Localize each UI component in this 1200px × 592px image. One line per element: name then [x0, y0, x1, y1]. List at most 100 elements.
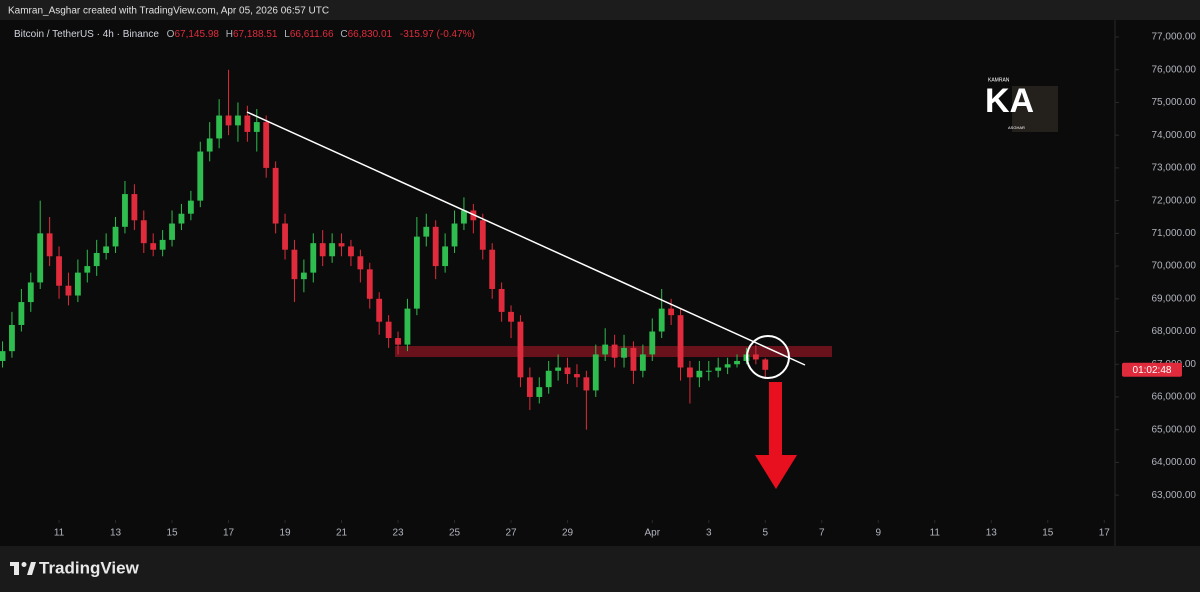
candle-body	[178, 213, 185, 224]
credit: Kamran_Asghar created with TradingView.c…	[8, 6, 329, 17]
y-tick-label: 71,000.00	[1152, 228, 1197, 239]
y-tick-label: 64,000.00	[1152, 457, 1197, 468]
watermark-bottom: ASGHAR	[1008, 125, 1025, 130]
candle-body	[508, 311, 514, 322]
candle-body	[0, 351, 6, 361]
watermark-top: KAMRAN	[988, 77, 1010, 83]
c-value: 66,830.01	[348, 29, 393, 40]
candle-body	[37, 233, 44, 283]
candle-body	[658, 308, 665, 332]
candle-body	[432, 226, 439, 267]
candle-body	[385, 321, 392, 339]
candle-body	[235, 115, 241, 126]
candle-body	[253, 122, 260, 132]
breakdown-circle	[746, 335, 790, 379]
watermark: KAMRAN KA ASGHAR	[985, 77, 1058, 132]
y-tick-label: 69,000.00	[1152, 293, 1197, 304]
x-tick-label: 17	[223, 528, 235, 539]
l-value: 66,611.66	[290, 29, 334, 40]
logo-part	[27, 562, 36, 575]
candle-body	[150, 243, 157, 250]
candle-body	[216, 115, 223, 139]
candle-body	[319, 243, 326, 257]
candle-body	[225, 115, 232, 126]
h-key: H	[226, 29, 233, 40]
legend: Bitcoin / TetherUS · 4h · Binance O67,14…	[14, 29, 475, 40]
header-bar	[0, 0, 1200, 20]
o-key: O	[167, 29, 175, 40]
price-tag	[1122, 362, 1182, 377]
candle-body	[545, 370, 552, 388]
x-tick-label: 21	[336, 528, 348, 539]
y-tick-label: 63,000.00	[1152, 490, 1197, 501]
c-key: C	[340, 29, 347, 40]
x-tick-label: 3	[706, 528, 712, 539]
x-tick-label: 15	[1042, 528, 1054, 539]
logo-part	[14, 562, 19, 575]
x-tick-label: 13	[986, 528, 998, 539]
x-tick-label: 15	[166, 528, 178, 539]
x-tick-label: 27	[505, 528, 517, 539]
candle-body	[423, 226, 430, 237]
y-tick-label: 77,000.00	[1152, 32, 1197, 43]
candle-body	[555, 367, 562, 371]
x-tick-label: 17	[1099, 528, 1111, 539]
candle-body	[526, 377, 533, 397]
countdown: 01:02:48	[1133, 365, 1172, 376]
footer-bar	[0, 546, 1200, 592]
candle-body	[338, 243, 345, 247]
candle-body	[762, 359, 769, 370]
y-tick-label: 72,000.00	[1152, 195, 1197, 206]
candle-body	[536, 387, 543, 397]
candle-body	[112, 226, 119, 247]
y-tick-label: 66,000.00	[1152, 392, 1197, 403]
candle-body	[329, 243, 336, 257]
candle-body	[366, 269, 373, 299]
candle-body	[159, 239, 166, 250]
candle-body	[56, 256, 62, 286]
symbol: Bitcoin / TetherUS · 4h · Binance	[14, 29, 159, 40]
candle-body	[74, 272, 81, 296]
candle-body	[197, 151, 204, 201]
y-tick-label: 74,000.00	[1152, 130, 1197, 141]
candle-body	[27, 282, 34, 303]
trend-line	[246, 111, 806, 366]
candle-body	[65, 285, 72, 296]
candle-body	[357, 256, 364, 270]
candle-body	[517, 321, 524, 378]
candle-body	[187, 200, 194, 214]
candle-body	[404, 308, 411, 345]
candle-body	[715, 367, 722, 371]
candle-body	[103, 246, 110, 253]
candle-body	[272, 167, 279, 224]
x-tick-label: 19	[279, 528, 291, 539]
arrow-head	[755, 455, 797, 489]
candle-body	[300, 272, 307, 280]
candle-body	[724, 364, 731, 368]
y-tick-label: 68,000.00	[1152, 326, 1197, 337]
x-tick-label: 7	[819, 528, 825, 539]
candle-body	[734, 360, 740, 365]
x-tick-label: 25	[449, 528, 461, 539]
y-tick-label: 73,000.00	[1152, 163, 1197, 174]
candle-body	[677, 315, 684, 368]
candle-body	[705, 370, 712, 372]
candle-body	[668, 308, 675, 316]
candle-body	[84, 266, 91, 273]
candle-body	[451, 223, 458, 247]
candle-body	[687, 367, 693, 378]
x-tick-label: 11	[930, 528, 941, 539]
change: -315.97 (-0.47%)	[400, 29, 475, 40]
logo-part	[21, 562, 27, 567]
candle-body	[18, 302, 25, 325]
candle-body	[93, 252, 100, 267]
candle-body	[442, 246, 449, 267]
l-key: L	[284, 29, 290, 40]
candle-body	[649, 331, 656, 355]
candle-body	[413, 236, 420, 309]
candle-body	[611, 344, 618, 358]
candle-body	[169, 223, 175, 240]
